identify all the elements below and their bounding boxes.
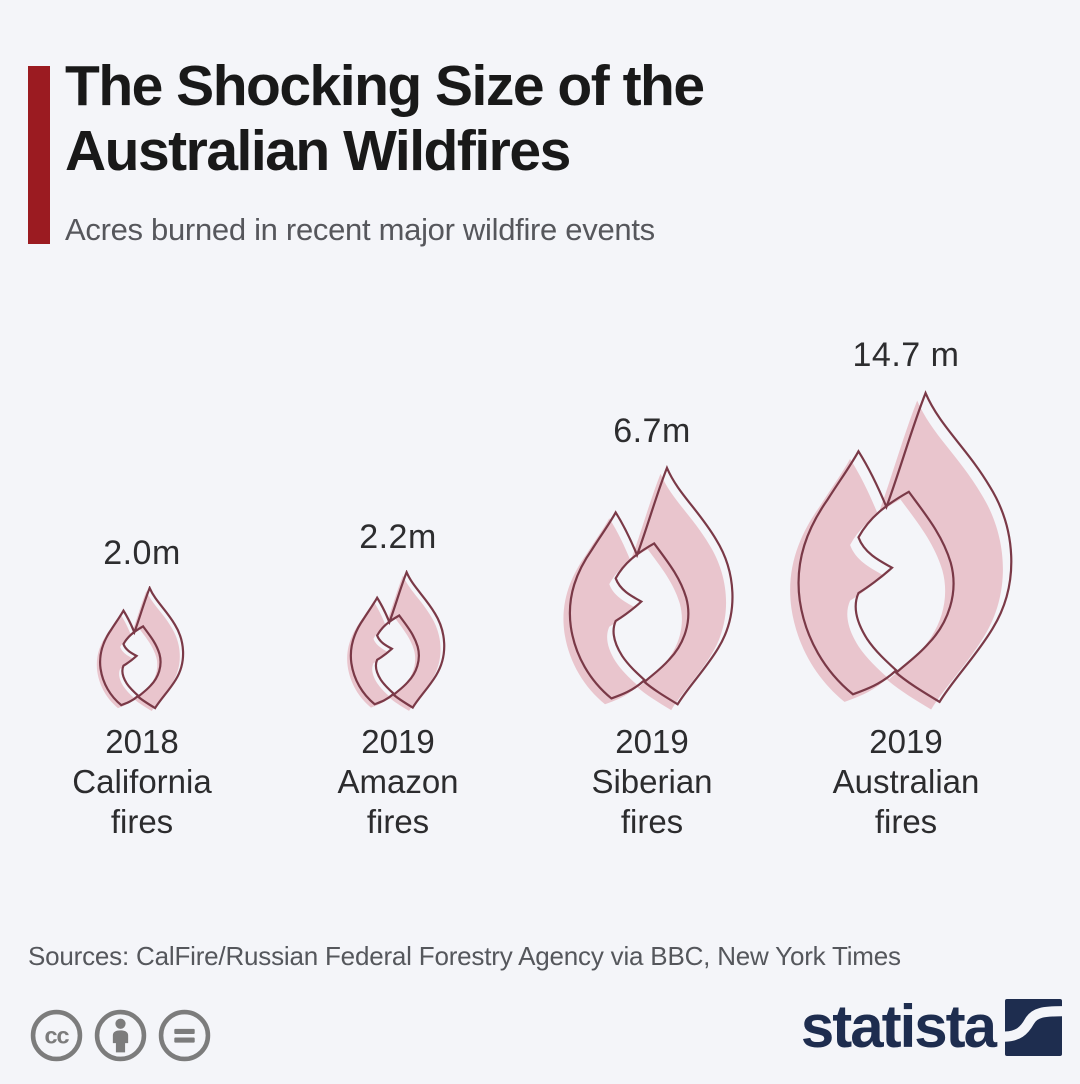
- equals-icon[interactable]: [158, 1009, 211, 1062]
- category-year: 2019: [869, 723, 943, 760]
- category-noun: fires: [620, 803, 684, 840]
- title-line-1: The Shocking Size of the: [65, 54, 705, 118]
- attribution-icon[interactable]: [94, 1009, 147, 1062]
- license-icon-row: cc: [30, 1009, 211, 1062]
- sources-text: Sources: CalFire/Russian Federal Forestr…: [28, 941, 901, 971]
- category-label-california: 2018 California fires: [22, 722, 262, 842]
- accent-bar: [28, 66, 50, 244]
- statista-logo[interactable]: statista: [801, 997, 1062, 1057]
- statista-logo-mark: [1005, 998, 1062, 1056]
- value-label: 14.7 m: [852, 336, 960, 374]
- flame-column-australian: 14.7 m: [786, 0, 1026, 712]
- flame-icon: [96, 586, 185, 712]
- category-noun: fires: [874, 803, 938, 840]
- category-noun: fires: [110, 803, 174, 840]
- category-label-australian: 2019 Australian fires: [786, 722, 1026, 842]
- value-label: 2.2m: [359, 518, 437, 556]
- category-place: California: [72, 763, 212, 800]
- cc-icon[interactable]: cc: [30, 1009, 83, 1062]
- category-place: Amazon: [337, 763, 459, 800]
- flame-column-california: 2.0m: [22, 0, 262, 712]
- category-noun: fires: [366, 803, 430, 840]
- category-label-amazon: 2019 Amazon fires: [278, 722, 518, 842]
- category-label-siberian: 2019 Siberian fires: [532, 722, 772, 842]
- flame-icon: [563, 464, 746, 711]
- category-place: Siberian: [591, 763, 713, 800]
- flame-icon: [790, 388, 1029, 710]
- title-line-2: Australian Wildfires: [65, 119, 571, 183]
- category-year: 2018: [105, 723, 179, 760]
- statista-wordmark: statista: [800, 993, 997, 1060]
- value-label: 6.7m: [613, 412, 691, 450]
- flame-column-siberian: 6.7m: [532, 0, 772, 712]
- value-label: 2.0m: [103, 534, 181, 572]
- category-year: 2019: [615, 723, 689, 760]
- category-year: 2019: [361, 723, 435, 760]
- page-subtitle: Acres burned in recent major wildfire ev…: [65, 212, 655, 247]
- category-place: Australian: [832, 763, 980, 800]
- page-title: The Shocking Size of the Australian Wild…: [65, 54, 705, 184]
- svg-text:cc: cc: [44, 1023, 69, 1049]
- flame-icon: [347, 570, 446, 711]
- flame-column-amazon: 2.2m: [278, 0, 518, 712]
